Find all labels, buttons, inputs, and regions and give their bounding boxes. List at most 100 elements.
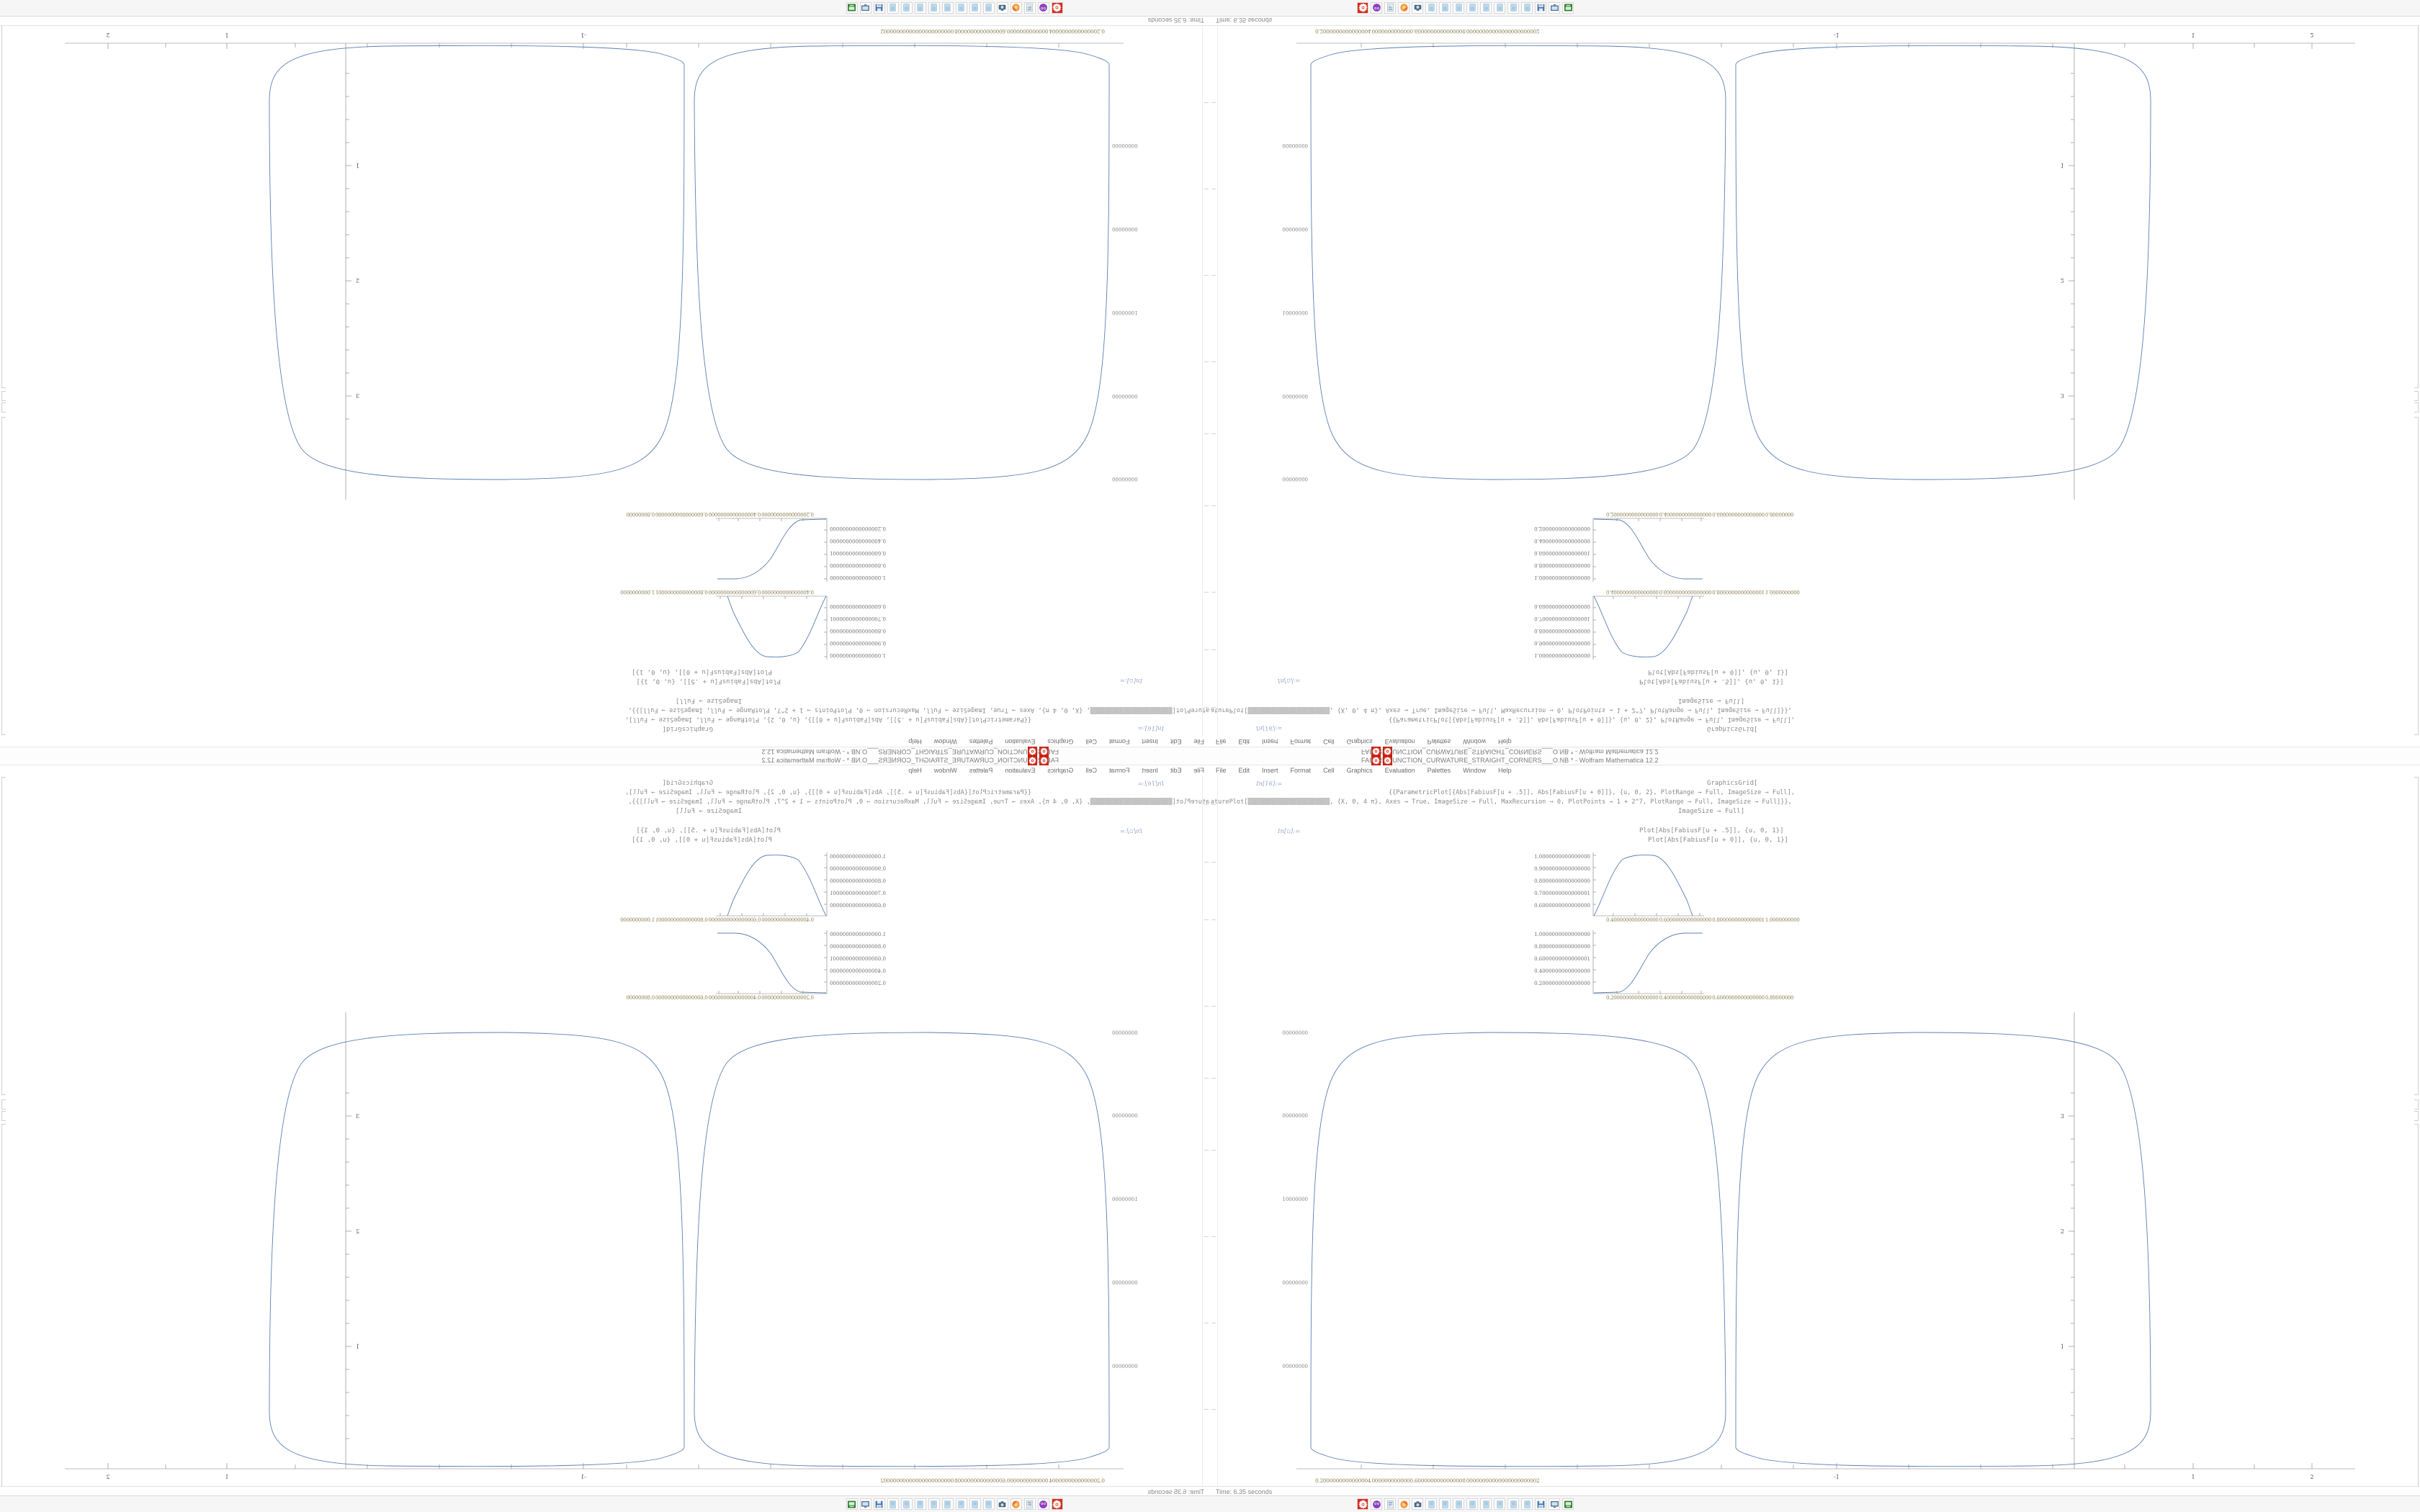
menu-item-cell[interactable]: Cell <box>1323 767 1335 774</box>
menu-item-help[interactable]: Help <box>908 738 922 745</box>
menu-item-evaluation[interactable]: Evaluation <box>1384 767 1415 774</box>
code-line-plot-half[interactable]: Plot[Abs[FabiusF[u + .5]], {u, 0, 1}] <box>1639 827 1784 834</box>
menu-item-file[interactable]: File <box>1216 738 1227 745</box>
code-line-curvatureplot[interactable]: CurvaturePlot[▒▒▒▒▒▒▒▒▒▒▒▒▒▒▒▒▒▒▒▒▒▒, {X… <box>1210 706 1792 714</box>
taskbar-icon-strip[interactable]: 64 <box>846 2 1063 14</box>
notepad-icon[interactable] <box>983 1498 995 1510</box>
notepad-icon[interactable] <box>887 2 899 14</box>
menu-item-window[interactable]: Window <box>1463 767 1487 774</box>
text-document-icon[interactable] <box>1024 1498 1036 1510</box>
owl-app-icon[interactable] <box>1371 1498 1382 1510</box>
floppy-save-icon[interactable]: 64 <box>1535 2 1546 14</box>
code-line-plot-half[interactable]: Plot[Abs[FabiusF[u + .5]], {u, 0, 1}] <box>1639 678 1784 685</box>
code-line-parametricplot[interactable]: {{ParametricPlot[{Abs[FabiusF[u + .5]], … <box>1389 716 1795 723</box>
notepad-icon[interactable] <box>1521 2 1533 14</box>
menu-item-help[interactable]: Help <box>908 767 922 774</box>
menu-item-help[interactable]: Help <box>1498 767 1512 774</box>
owl-app-icon[interactable] <box>1371 2 1382 14</box>
notepad-icon[interactable] <box>915 2 926 14</box>
menu-item-graphics[interactable]: Graphics <box>1047 767 1074 774</box>
notepad-icon[interactable] <box>928 1498 940 1510</box>
menu-item-file[interactable]: File <box>1216 767 1227 774</box>
notepad-icon[interactable] <box>1466 2 1478 14</box>
notepad-icon[interactable] <box>1453 2 1464 14</box>
mathematica-gear-icon[interactable] <box>1371 756 1381 765</box>
mathematica-gear-icon[interactable] <box>1052 1498 1063 1510</box>
menu-item-palettes[interactable]: Palettes <box>1427 738 1451 745</box>
notepad-icon[interactable] <box>956 2 967 14</box>
menu-item-insert[interactable]: Insert <box>1142 738 1158 745</box>
code-line-plot-zero[interactable]: Plot[Abs[FabiusF[u + 0]], {u, 0, 1}] <box>631 837 772 844</box>
firefox-browser-icon[interactable] <box>1398 1498 1410 1510</box>
code-line-imagesize[interactable]: ImageSize → Full] <box>675 697 742 704</box>
mathematica-gear-icon[interactable] <box>1039 756 1049 765</box>
menu-item-edit[interactable]: Edit <box>1170 738 1182 745</box>
terminal-green-icon[interactable] <box>846 2 858 14</box>
notepad-icon[interactable] <box>983 2 995 14</box>
text-document-icon[interactable] <box>1384 1498 1396 1510</box>
mathematica-gear-icon[interactable] <box>1028 747 1037 756</box>
notepad-icon[interactable] <box>1439 2 1451 14</box>
notepad-icon[interactable] <box>1425 1498 1437 1510</box>
notepad-icon[interactable] <box>969 2 981 14</box>
code-line-imagesize[interactable]: ImageSize → Full] <box>1678 697 1745 704</box>
menu-item-window[interactable]: Window <box>1463 738 1487 745</box>
menu-item-cell[interactable]: Cell <box>1085 738 1097 745</box>
code-line-graphicsgrid[interactable]: GraphicsGrid[ <box>662 725 713 732</box>
mathematica-gear-icon[interactable] <box>1028 756 1037 765</box>
notepad-icon[interactable] <box>1494 2 1505 14</box>
floppy-save-icon[interactable]: 64 <box>874 1498 885 1510</box>
menu-item-edit[interactable]: Edit <box>1238 767 1250 774</box>
mathematica-gear-icon[interactable] <box>1383 747 1392 756</box>
screenshot-camera-icon[interactable] <box>997 1498 1008 1510</box>
notepad-icon[interactable] <box>942 1498 954 1510</box>
notepad-icon[interactable] <box>1480 2 1492 14</box>
menu-item-cell[interactable]: Cell <box>1085 767 1097 774</box>
notepad-icon[interactable] <box>956 1498 967 1510</box>
firefox-browser-icon[interactable] <box>1398 2 1410 14</box>
cell-bracket-column[interactable] <box>2410 5 2420 737</box>
monitor-display-icon[interactable] <box>860 2 871 14</box>
mathematica-gear-icon[interactable] <box>1371 747 1381 756</box>
mathematica-gear-icon[interactable] <box>1357 1498 1368 1510</box>
firefox-browser-icon[interactable] <box>1010 1498 1022 1510</box>
code-line-parametricplot[interactable]: {{ParametricPlot[{Abs[FabiusF[u + .5]], … <box>625 716 1031 723</box>
menu-item-edit[interactable]: Edit <box>1238 738 1250 745</box>
code-line-parametricplot[interactable]: {{ParametricPlot[{Abs[FabiusF[u + .5]], … <box>1389 789 1795 796</box>
menu-item-file[interactable]: File <box>1193 738 1204 745</box>
screenshot-camera-icon[interactable] <box>997 2 1008 14</box>
menu-item-file[interactable]: File <box>1193 767 1204 774</box>
taskbar-icon-strip[interactable]: 64 <box>1357 1498 1574 1510</box>
mathematica-gear-icon[interactable] <box>1357 2 1368 14</box>
code-line-graphicsgrid[interactable]: GraphicsGrid[ <box>662 780 713 787</box>
notepad-icon[interactable] <box>942 2 954 14</box>
menu-item-palettes[interactable]: Palettes <box>969 738 993 745</box>
taskbar-icon-strip[interactable]: 64 <box>846 1498 1063 1510</box>
floppy-save-icon[interactable]: 64 <box>874 2 885 14</box>
code-line-graphicsgrid[interactable]: GraphicsGrid[ <box>1707 780 1758 787</box>
notepad-icon[interactable] <box>887 1498 899 1510</box>
menu-item-palettes[interactable]: Palettes <box>969 767 993 774</box>
notepad-icon[interactable] <box>1439 1498 1451 1510</box>
code-line-plot-zero[interactable]: Plot[Abs[FabiusF[u + 0]], {u, 0, 1}] <box>1648 837 1789 844</box>
terminal-green-icon[interactable] <box>846 1498 858 1510</box>
menu-item-graphics[interactable]: Graphics <box>1346 738 1373 745</box>
cell-bracket-column[interactable] <box>2410 775 2420 1507</box>
notepad-icon[interactable] <box>901 1498 913 1510</box>
menu-item-window[interactable]: Window <box>933 738 957 745</box>
notepad-icon[interactable] <box>1521 1498 1533 1510</box>
menu-item-evaluation[interactable]: Evaluation <box>1005 738 1036 745</box>
screenshot-camera-icon[interactable] <box>1412 1498 1423 1510</box>
monitor-display-icon[interactable] <box>1549 1498 1560 1510</box>
menu-item-cell[interactable]: Cell <box>1323 738 1335 745</box>
menu-item-format[interactable]: Format <box>1108 738 1130 745</box>
menu-item-format[interactable]: Format <box>1108 767 1130 774</box>
menu-item-insert[interactable]: Insert <box>1262 767 1278 774</box>
menu-item-help[interactable]: Help <box>1498 738 1512 745</box>
menu-item-insert[interactable]: Insert <box>1262 738 1278 745</box>
notepad-icon[interactable] <box>901 2 913 14</box>
notepad-icon[interactable] <box>1453 1498 1464 1510</box>
owl-app-icon[interactable] <box>1038 2 1049 14</box>
cell-bracket-column[interactable] <box>0 5 10 737</box>
menu-item-graphics[interactable]: Graphics <box>1346 767 1373 774</box>
